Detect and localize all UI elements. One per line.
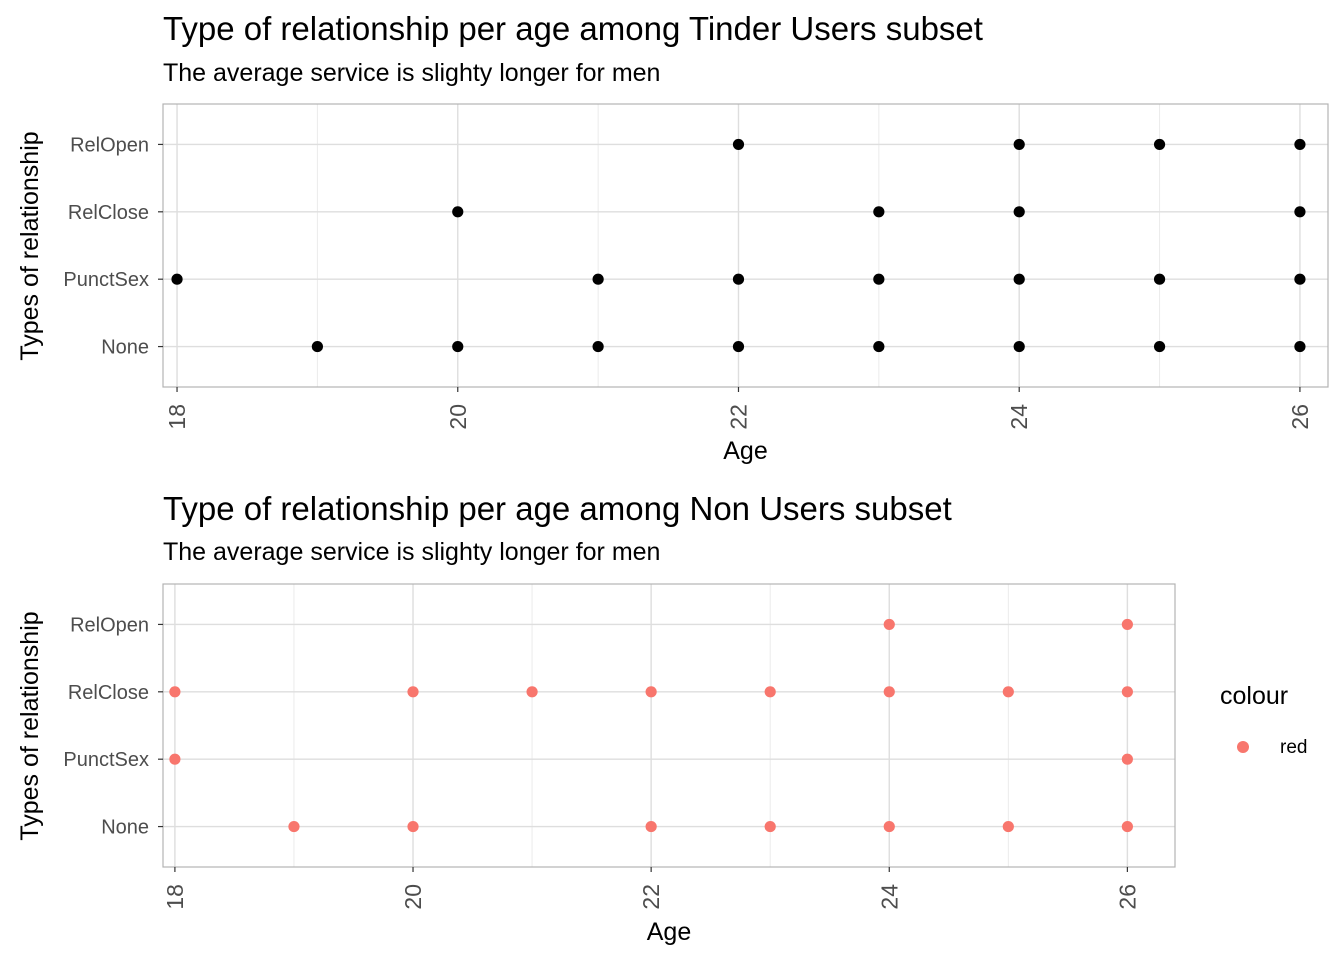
data-point bbox=[1294, 138, 1306, 151]
data-point bbox=[1294, 340, 1306, 353]
data-point bbox=[452, 340, 464, 353]
data-point bbox=[732, 138, 745, 151]
y-tick-label: None bbox=[101, 817, 149, 839]
data-point bbox=[169, 753, 181, 765]
data-point bbox=[288, 820, 300, 833]
data-point bbox=[1013, 273, 1025, 285]
y-axis-title: Types of relationship bbox=[16, 611, 44, 840]
data-point bbox=[873, 340, 885, 353]
data-point bbox=[883, 618, 895, 631]
panel-border bbox=[162, 103, 1329, 388]
data-point bbox=[1294, 206, 1306, 218]
y-tick-label: RelClose bbox=[68, 682, 149, 704]
data-point bbox=[1002, 820, 1014, 833]
data-point bbox=[883, 686, 895, 698]
legend-swatch bbox=[1237, 741, 1249, 753]
x-tick-label: 24 bbox=[1006, 404, 1032, 430]
data-point bbox=[1153, 138, 1166, 151]
panel-border bbox=[162, 583, 1176, 868]
data-point bbox=[452, 206, 464, 218]
data-point bbox=[1121, 820, 1133, 833]
data-point bbox=[873, 206, 885, 218]
x-tick-label: 22 bbox=[638, 884, 664, 910]
x-tick-label: 26 bbox=[1287, 404, 1313, 430]
data-point bbox=[873, 273, 885, 285]
x-tick-label: 26 bbox=[1114, 884, 1140, 910]
data-point bbox=[764, 820, 776, 833]
data-point bbox=[645, 686, 657, 698]
data-point bbox=[1121, 686, 1133, 698]
y-tick-label: RelOpen bbox=[70, 134, 149, 156]
data-point bbox=[1013, 206, 1025, 218]
data-point bbox=[1294, 273, 1306, 285]
data-point bbox=[169, 686, 181, 698]
chart-2-title: Type of relationship per age among Non U… bbox=[163, 490, 952, 527]
data-point bbox=[1013, 340, 1025, 353]
x-axis-title: Age bbox=[723, 437, 767, 465]
data-point bbox=[764, 686, 776, 698]
data-point bbox=[407, 820, 419, 833]
data-point bbox=[1121, 618, 1133, 631]
data-point bbox=[732, 340, 745, 353]
y-tick-label: RelOpen bbox=[70, 614, 149, 636]
data-point bbox=[1153, 273, 1166, 285]
data-point bbox=[645, 820, 657, 833]
data-point bbox=[311, 340, 323, 353]
data-point bbox=[171, 273, 183, 285]
y-tick-label: PunctSex bbox=[63, 749, 149, 771]
x-axis-title: Age bbox=[647, 918, 691, 946]
x-tick-label: 24 bbox=[876, 884, 902, 910]
chart-2-subtitle: The average service is slighty longer fo… bbox=[163, 538, 661, 566]
data-point bbox=[1013, 138, 1025, 151]
data-point bbox=[407, 686, 419, 698]
x-tick-label: 18 bbox=[162, 884, 188, 910]
chart-1-title: Type of relationship per age among Tinde… bbox=[163, 10, 983, 47]
data-point bbox=[592, 273, 604, 285]
y-tick-label: None bbox=[101, 337, 149, 359]
x-tick-label: 20 bbox=[445, 404, 471, 430]
data-point bbox=[1121, 753, 1133, 765]
y-tick-label: RelClose bbox=[68, 202, 149, 224]
data-point bbox=[1002, 686, 1014, 698]
x-tick-label: 22 bbox=[725, 404, 751, 430]
x-tick-label: 20 bbox=[400, 884, 426, 910]
legend-title: colour bbox=[1220, 682, 1289, 710]
x-tick-label: 18 bbox=[164, 404, 190, 430]
y-tick-label: PunctSex bbox=[63, 269, 149, 291]
data-point bbox=[592, 340, 604, 353]
y-axis-title: Types of relationship bbox=[16, 131, 44, 360]
data-point bbox=[526, 686, 538, 698]
data-point bbox=[883, 820, 895, 833]
data-point bbox=[732, 273, 745, 285]
chart-1-subtitle: The average service is slighty longer fo… bbox=[163, 59, 661, 87]
data-point bbox=[1153, 340, 1166, 353]
legend-label: red bbox=[1280, 737, 1308, 758]
